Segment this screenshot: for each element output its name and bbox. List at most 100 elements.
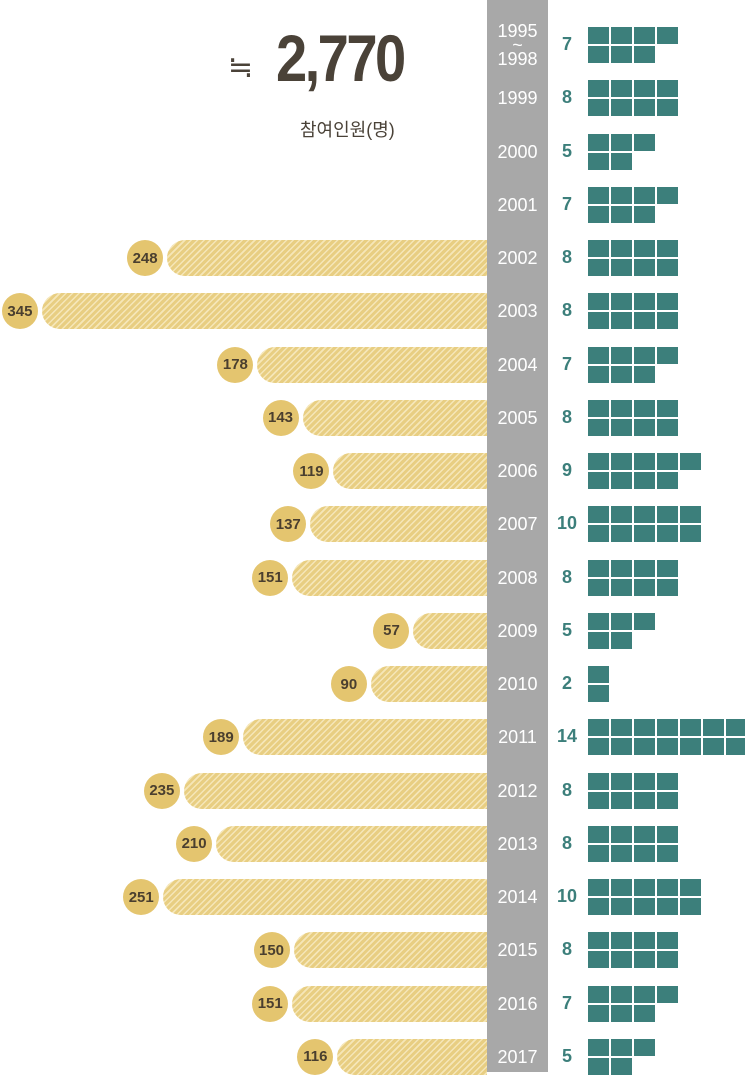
square-group	[588, 398, 745, 438]
square	[611, 346, 632, 364]
count-label: 7	[561, 353, 572, 374]
year-label: 2011	[498, 727, 537, 748]
square	[588, 631, 609, 649]
value-label: 143	[262, 399, 299, 436]
square	[611, 738, 632, 756]
square	[611, 453, 632, 471]
square	[703, 719, 724, 737]
count-label: 8	[561, 939, 572, 960]
square	[611, 612, 632, 630]
square	[588, 1057, 609, 1075]
square	[611, 312, 632, 330]
square	[588, 152, 609, 170]
square	[611, 240, 632, 258]
year-label: 1995 ~ 1998	[497, 21, 538, 69]
count-label: 7	[561, 34, 572, 54]
square	[657, 791, 678, 809]
square	[588, 240, 609, 258]
square	[588, 844, 609, 862]
approx-symbol: ≒	[228, 51, 254, 84]
square	[588, 99, 609, 117]
count-label: 8	[561, 406, 572, 427]
square-group	[588, 451, 745, 491]
square	[611, 951, 632, 969]
year-label: 2002	[497, 248, 538, 269]
square	[634, 844, 655, 862]
square	[703, 738, 724, 756]
square	[611, 418, 632, 436]
square	[657, 506, 678, 524]
total-label: 참여인원(명)	[300, 120, 395, 140]
total: 2,770	[276, 21, 406, 95]
square-group	[588, 824, 745, 864]
square-group	[588, 664, 745, 704]
square	[611, 152, 632, 170]
square-group	[588, 877, 745, 917]
square	[634, 898, 655, 916]
year-label: 2005	[497, 407, 538, 428]
square	[588, 259, 609, 277]
square	[657, 259, 678, 277]
square	[657, 898, 678, 916]
square	[634, 506, 655, 524]
square-group	[588, 717, 745, 757]
year-label: 2008	[497, 567, 538, 588]
square	[611, 1057, 632, 1075]
year-label: 2014	[497, 887, 538, 908]
square	[634, 525, 655, 543]
value-label: 119	[293, 453, 330, 490]
square-group	[588, 25, 745, 65]
square	[611, 719, 632, 737]
square	[611, 985, 632, 1003]
square	[634, 612, 655, 630]
square	[611, 932, 632, 950]
square	[634, 932, 655, 950]
square	[657, 932, 678, 950]
square	[611, 80, 632, 98]
count-label: 5	[561, 619, 572, 640]
square	[634, 738, 655, 756]
square	[588, 559, 609, 577]
square	[588, 133, 609, 151]
value-label: 178	[217, 346, 254, 383]
bar	[302, 399, 487, 436]
square	[611, 186, 632, 204]
count-label: 2	[561, 673, 572, 694]
value-label: 116	[297, 1038, 334, 1075]
square	[657, 559, 678, 577]
bar	[292, 559, 487, 596]
square	[634, 133, 655, 151]
square	[657, 99, 678, 117]
square	[634, 1004, 655, 1022]
square	[634, 346, 655, 364]
square	[634, 399, 655, 417]
count-label: 8	[561, 566, 572, 587]
square	[588, 685, 609, 703]
square-group	[588, 504, 745, 544]
bar	[310, 506, 487, 543]
value-label: 57	[373, 612, 410, 649]
square	[657, 399, 678, 417]
year-label: 2016	[497, 993, 538, 1014]
count-label: 8	[561, 300, 572, 321]
square	[588, 738, 609, 756]
bar	[163, 879, 487, 916]
square	[611, 293, 632, 311]
bar	[413, 612, 487, 649]
square	[611, 27, 632, 44]
square	[634, 772, 655, 790]
square	[611, 879, 632, 897]
square	[657, 844, 678, 862]
square	[634, 453, 655, 471]
square	[588, 879, 609, 897]
square-group	[588, 78, 745, 118]
square	[680, 453, 701, 471]
count-label: 5	[561, 140, 572, 161]
square	[588, 1004, 609, 1022]
square	[657, 418, 678, 436]
square	[588, 825, 609, 843]
count-label: 8	[561, 247, 572, 268]
square	[611, 578, 632, 596]
square	[657, 525, 678, 543]
square	[588, 932, 609, 950]
